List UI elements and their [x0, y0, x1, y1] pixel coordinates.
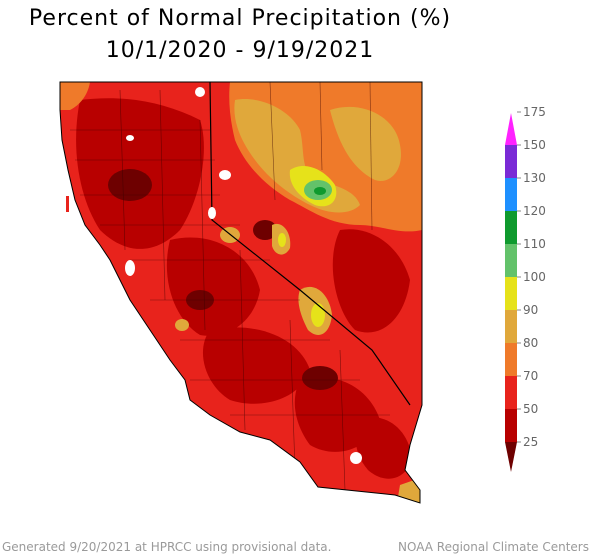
- legend-bar: [505, 113, 517, 472]
- legend-swatch: [505, 145, 517, 178]
- offshore-mark: [66, 196, 69, 212]
- source-credit: NOAA Regional Climate Centers: [398, 540, 589, 554]
- legend-swatch: [505, 343, 517, 376]
- legend-label: 130: [523, 171, 546, 185]
- legend-swatch: [505, 244, 517, 277]
- map-date-range: 10/1/2020 - 9/19/2021: [105, 38, 375, 63]
- zone-70-90: [60, 82, 422, 232]
- legend-label: 25: [523, 435, 538, 449]
- state-borders: [59, 81, 423, 504]
- legend-swatch: [505, 178, 517, 211]
- precip-field: [60, 82, 422, 503]
- legend-swatch: [505, 277, 517, 310]
- legend-label: 150: [523, 138, 546, 152]
- map-title: Percent of Normal Precipitation (%): [28, 6, 452, 31]
- legend-swatch: [505, 211, 517, 244]
- legend-label: 80: [523, 336, 538, 350]
- legend-label: 70: [523, 369, 538, 383]
- legend-swatch: [505, 310, 517, 343]
- county-lines: [70, 82, 390, 491]
- legend-swatch: [505, 409, 517, 442]
- legend-label: 110: [523, 237, 546, 251]
- legend-label: 100: [523, 270, 546, 284]
- legend-arrow-high: [505, 113, 517, 145]
- legend-labels: 25 50 70 80 90 100 110 120 130 150 175: [517, 105, 546, 449]
- legend-label: 90: [523, 303, 538, 317]
- legend-label: 175: [523, 105, 546, 119]
- zone-25-50: [76, 98, 412, 479]
- zone-90-110: [175, 165, 420, 503]
- legend-label: 50: [523, 402, 538, 416]
- legend-arrow-low: [505, 442, 517, 472]
- legend-label: 120: [523, 204, 546, 218]
- legend-swatch: [505, 376, 517, 409]
- generated-note: Generated 9/20/2021 at HPRCC using provi…: [2, 540, 332, 554]
- zone-below-25: [108, 169, 338, 390]
- water-bodies: [125, 87, 362, 464]
